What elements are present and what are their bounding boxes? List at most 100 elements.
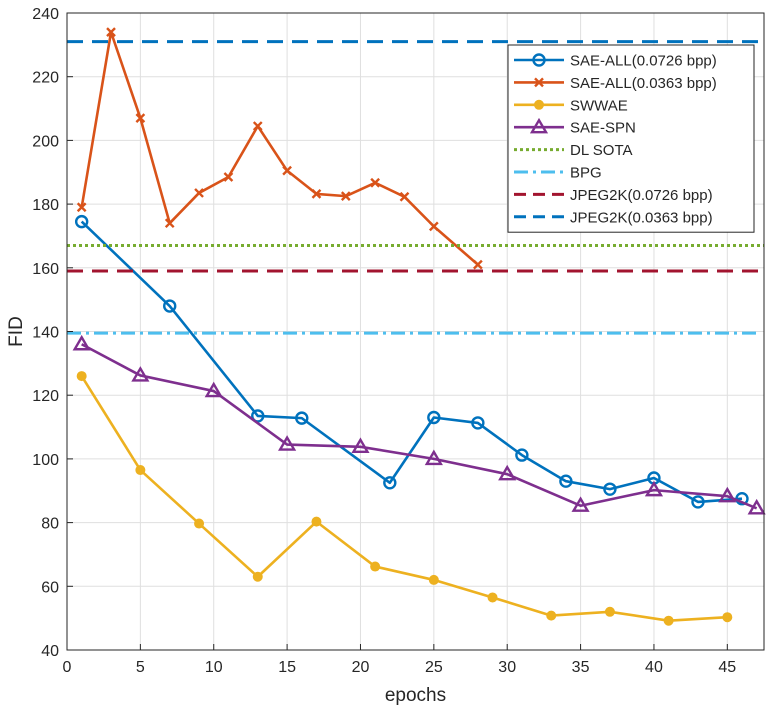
data-point-marker [559, 474, 573, 488]
data-point-marker [428, 574, 439, 585]
x-tick-label: 30 [498, 659, 516, 676]
data-point-marker [295, 411, 309, 425]
y-tick-label: 120 [32, 388, 59, 405]
data-point-marker [663, 615, 674, 626]
legend-label: JPEG2K(0.0363 bpp) [570, 209, 713, 226]
x-tick-label: 35 [572, 659, 590, 676]
y-tick-label: 80 [41, 516, 59, 533]
data-point-marker [163, 299, 177, 313]
data-point-marker [72, 334, 91, 351]
data-point-marker [498, 464, 517, 481]
legend-item: JPEG2K(0.0363 bpp) [514, 209, 713, 226]
legend-item: SAE-SPN [514, 117, 636, 137]
data-point-marker [164, 218, 175, 229]
data-point-marker [223, 172, 234, 182]
data-point-marker [603, 482, 617, 496]
x-tick-label: 40 [645, 659, 663, 676]
series-line [80, 30, 479, 266]
legend-label: SAE-ALL(0.0726 bpp) [570, 53, 717, 70]
data-point-marker [194, 188, 204, 198]
x-tick-label: 0 [63, 659, 72, 676]
data-point-marker [691, 495, 705, 509]
data-point-marker [370, 561, 381, 572]
x-tick-label: 45 [718, 659, 736, 676]
data-point-marker [534, 99, 544, 110]
data-point-marker [74, 214, 89, 229]
data-point-marker [251, 409, 265, 423]
legend-item: SAE-ALL(0.0726 bpp) [514, 53, 717, 70]
data-point-marker [529, 117, 549, 134]
data-point-marker [252, 571, 263, 582]
data-point-marker [204, 381, 223, 398]
data-point-marker [135, 465, 146, 476]
legend-item: SAE-ALL(0.0363 bpp) [514, 75, 717, 92]
data-point-marker [471, 416, 485, 430]
plot-series [67, 27, 766, 626]
x-tick-label: 15 [278, 659, 296, 676]
y-tick-label: 240 [32, 6, 59, 23]
y-tick-label: 100 [32, 452, 59, 469]
data-point-marker [383, 476, 397, 490]
data-point-marker [428, 221, 439, 232]
data-point-marker [76, 202, 87, 213]
y-tick-label: 60 [41, 579, 59, 596]
data-point-marker [370, 177, 380, 188]
data-point-marker [340, 191, 351, 201]
legend-label: SWWAE [570, 97, 628, 114]
series-line [80, 220, 743, 504]
legend-label: DL SOTA [570, 142, 633, 159]
legend-item: SWWAE [514, 97, 628, 114]
series-line [80, 375, 728, 622]
series-group [76, 27, 483, 270]
y-axis-title: FID [6, 316, 27, 347]
legend-label: BPG [570, 165, 602, 182]
data-point-marker [515, 448, 529, 462]
data-point-marker [427, 410, 441, 425]
series-group [76, 371, 733, 626]
x-tick-label: 10 [205, 659, 223, 676]
data-point-marker [282, 165, 292, 176]
legend-item: JPEG2K(0.0726 bpp) [514, 187, 713, 204]
legend-box [507, 44, 755, 233]
x-tick-label: 5 [136, 659, 145, 676]
y-tick-label: 200 [32, 133, 59, 150]
data-point-marker [718, 486, 737, 503]
data-point-marker [571, 496, 590, 512]
x-axis-title: epochs [385, 685, 446, 706]
data-point-marker [131, 366, 150, 382]
series-group [72, 334, 766, 515]
series-line [81, 343, 758, 510]
data-point-marker [106, 27, 116, 37]
y-tick-label: 140 [32, 325, 59, 342]
data-point-marker [278, 435, 297, 451]
y-tick-label: 180 [32, 197, 59, 214]
data-point-marker [747, 498, 766, 515]
data-point-marker [311, 516, 322, 527]
axis-ticks: 0 5 10 15 20 25 30 35 40 45 40 60 80 100 120 140 160 180 2… [32, 6, 736, 676]
data-point-marker [252, 121, 263, 131]
legend-label: SAE-ALL(0.0363 bpp) [570, 75, 717, 92]
x-tick-label: 20 [352, 659, 370, 676]
y-tick-label: 40 [41, 643, 59, 660]
data-point-marker [399, 191, 410, 202]
data-point-marker [351, 437, 370, 453]
data-point-marker [135, 113, 146, 123]
legend-item: BPG [514, 165, 602, 182]
data-point-marker [311, 189, 322, 199]
data-point-marker [194, 518, 205, 529]
y-tick-label: 220 [32, 70, 59, 87]
data-point-marker [722, 612, 733, 623]
data-point-marker [546, 610, 557, 621]
y-tick-label: 160 [32, 261, 59, 278]
x-tick-label: 25 [425, 659, 443, 676]
series-group [74, 214, 749, 509]
legend-label: SAE-SPN [570, 120, 636, 137]
legend: SAE-ALL(0.0726 bpp) SAE-ALL(0.0363 bpp) SW… [507, 44, 755, 233]
legend-item: DL SOTA [514, 142, 633, 159]
data-point-marker [644, 480, 664, 497]
data-point-marker [473, 259, 483, 270]
data-point-marker [487, 592, 498, 603]
legend-label: JPEG2K(0.0726 bpp) [570, 187, 713, 204]
